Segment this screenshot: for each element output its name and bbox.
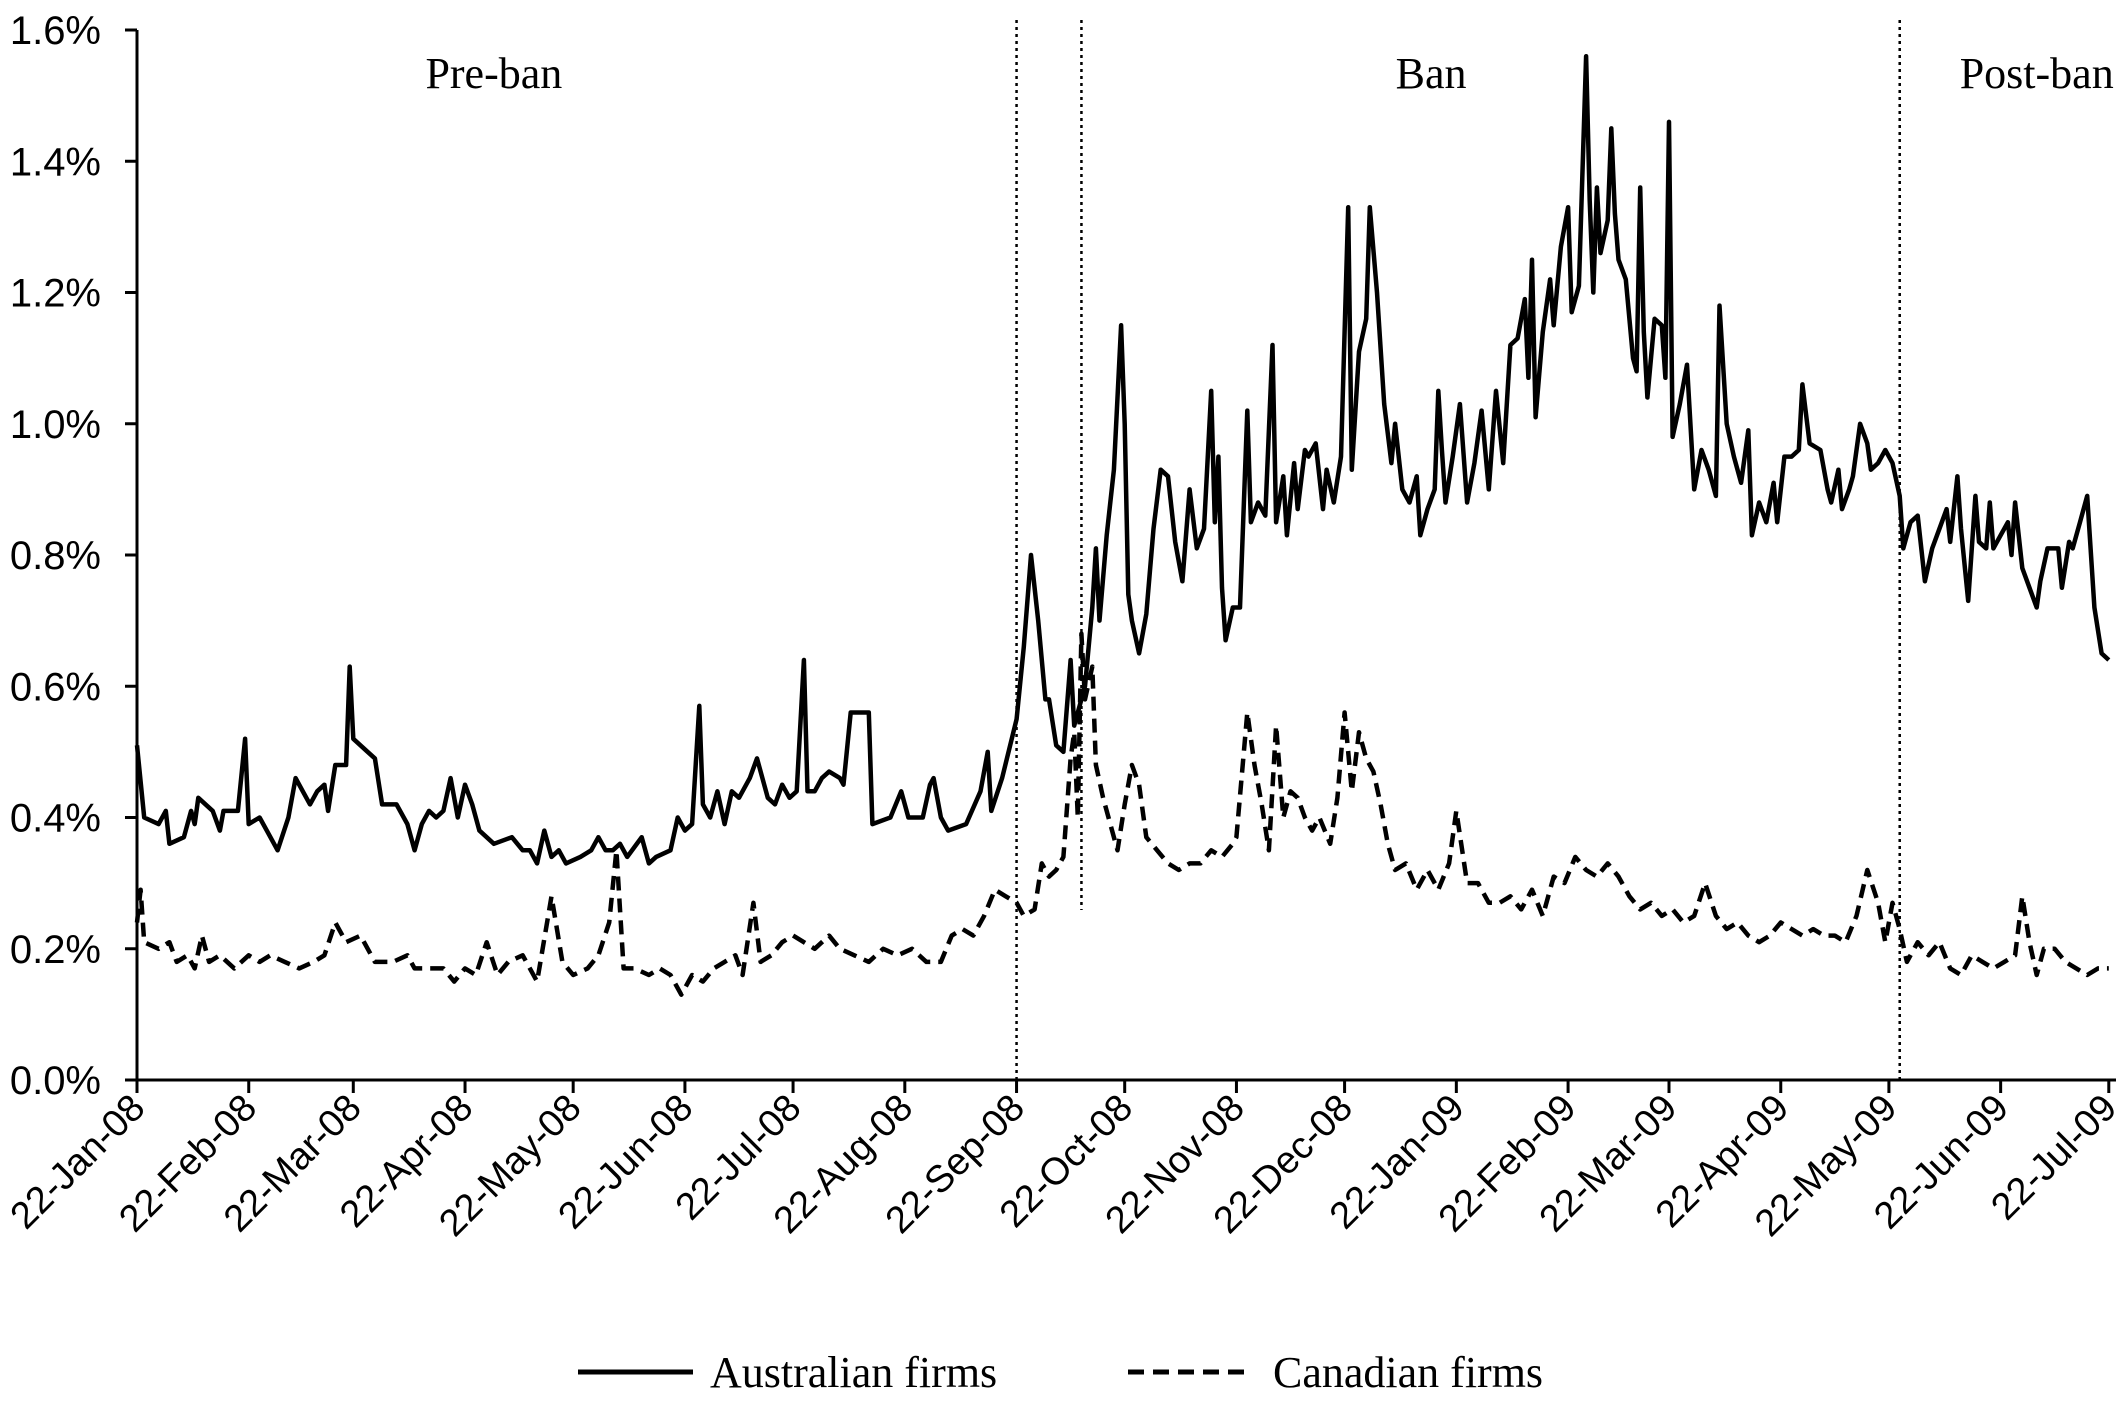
plot-lines <box>134 54 2111 997</box>
y-tick-label: 1.6% <box>10 9 101 53</box>
y-tick-label: 1.2% <box>10 272 101 316</box>
y-tick-label: 0.0% <box>10 1059 101 1103</box>
period-divider-lines <box>1015 20 1901 1080</box>
y-tick-label: 0.2% <box>10 928 101 972</box>
y-tick-label: 0.8% <box>10 534 101 578</box>
legend-label-australian: Australian firms <box>710 1348 997 1397</box>
period-label: Ban <box>1396 49 1467 98</box>
legend-label-canadian: Canadian firms <box>1273 1348 1543 1397</box>
y-ticks: 0.0% 0.2% 0.4% 0.6% 0.8% 1.0% 1.2% 1.4% 1.6% <box>10 9 137 1103</box>
y-tick-label: 0.6% <box>10 665 101 709</box>
period-label: Post-ban <box>1960 49 2114 98</box>
series-line-australian <box>134 54 2111 866</box>
period-label: Pre-ban <box>425 49 562 98</box>
y-tick-label: 1.4% <box>10 140 101 184</box>
y-tick-label: 1.0% <box>10 403 101 447</box>
legend: Australian firms Canadian firms <box>578 1348 1543 1397</box>
x-ticks: 22-Jan-0822-Feb-0822-Mar-0822-Apr-0822-M… <box>3 1080 2125 1245</box>
series-line-canadian <box>134 631 2109 997</box>
y-tick-label: 0.4% <box>10 797 101 841</box>
period-labels: Pre-ban Ban Post-ban <box>425 49 2113 98</box>
